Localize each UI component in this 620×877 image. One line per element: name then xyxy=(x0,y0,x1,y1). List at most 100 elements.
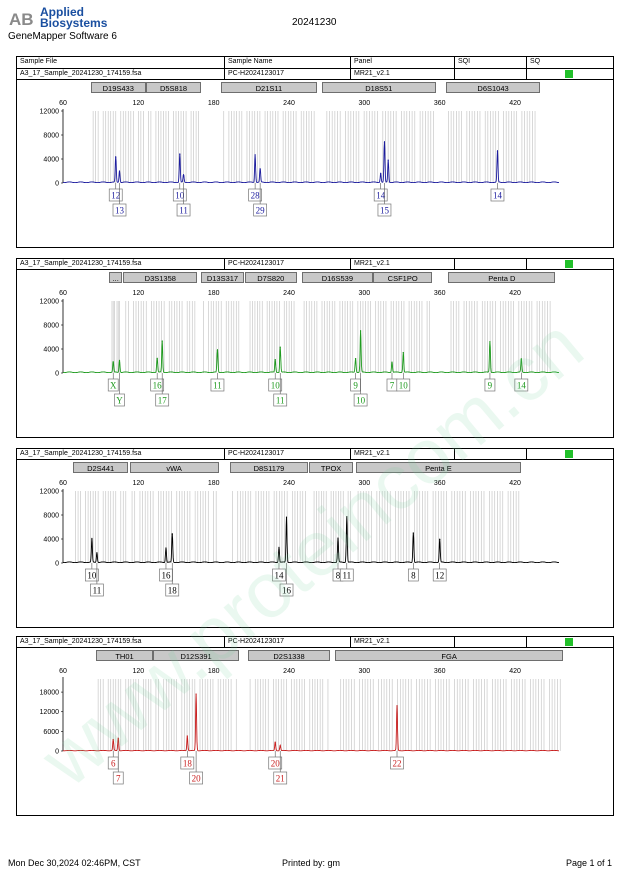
peak-point[interactable] xyxy=(254,154,256,156)
locus-d8s1179[interactable]: D8S1179 xyxy=(230,462,308,473)
locus-csf1po[interactable]: CSF1PO xyxy=(373,272,433,283)
peak-point[interactable] xyxy=(117,737,119,739)
allele-box[interactable] xyxy=(107,378,119,392)
allele-box[interactable] xyxy=(353,393,368,407)
allele-box[interactable] xyxy=(279,583,294,597)
sample-file: A3_17_Sample_20241230_174159.fsa xyxy=(20,260,142,267)
allele-box[interactable] xyxy=(490,188,505,202)
peak-point[interactable] xyxy=(96,552,98,554)
allele-box[interactable] xyxy=(390,756,404,770)
locus-d6s1043[interactable]: D6S1043 xyxy=(445,82,541,93)
peak-point[interactable] xyxy=(346,516,348,518)
allele-box[interactable] xyxy=(268,378,283,392)
peak-point[interactable] xyxy=(354,358,357,360)
locus-penta-d[interactable]: Penta D xyxy=(448,272,556,283)
allele-box[interactable] xyxy=(407,568,419,582)
allele-box[interactable] xyxy=(377,203,392,217)
locus-fga[interactable]: FGA xyxy=(335,650,563,661)
peak-point[interactable] xyxy=(156,358,158,360)
allele-box[interactable] xyxy=(514,378,529,392)
locus-d2s1338[interactable]: D2S1338 xyxy=(247,650,331,661)
peak-point[interactable] xyxy=(337,537,339,539)
allele-box[interactable] xyxy=(396,378,411,392)
locus-d2s441[interactable]: D2S441 xyxy=(73,462,129,473)
locus-d19s433[interactable]: D19S433 xyxy=(90,82,146,93)
allele-label: 20 xyxy=(192,774,202,784)
peak-point[interactable] xyxy=(91,538,93,540)
peak-point[interactable] xyxy=(182,174,185,176)
peak-point[interactable] xyxy=(279,346,281,348)
peak-point[interactable] xyxy=(259,168,261,170)
allele-box[interactable] xyxy=(176,203,191,217)
peak-point[interactable] xyxy=(285,516,288,518)
allele-box[interactable] xyxy=(150,378,165,392)
allele-box[interactable] xyxy=(112,771,124,785)
peak-point[interactable] xyxy=(179,153,181,155)
allele-box[interactable] xyxy=(248,188,262,202)
locus-th01[interactable]: TH01 xyxy=(95,650,154,661)
peak-point[interactable] xyxy=(274,359,276,361)
allele-box[interactable] xyxy=(272,568,286,582)
peak-point[interactable] xyxy=(274,741,276,743)
allele-box[interactable] xyxy=(210,378,225,392)
peak-point[interactable] xyxy=(391,361,393,363)
peak-point[interactable] xyxy=(118,170,121,172)
allele-box[interactable] xyxy=(273,771,288,785)
allele-box[interactable] xyxy=(165,583,180,597)
allele-box[interactable] xyxy=(339,568,354,582)
peak-point[interactable] xyxy=(115,156,117,158)
peak-point[interactable] xyxy=(279,745,281,747)
locus-d3s1358[interactable]: D3S1358 xyxy=(123,272,198,283)
peak-point[interactable] xyxy=(396,705,398,707)
peak-point[interactable] xyxy=(118,359,121,361)
peak-point[interactable] xyxy=(439,539,441,541)
peak-point[interactable] xyxy=(520,358,522,360)
locus--[interactable]: ... xyxy=(109,272,122,283)
allele-box[interactable] xyxy=(112,203,127,217)
peak-point[interactable] xyxy=(278,546,280,548)
locus-d7s820[interactable]: D7S820 xyxy=(245,272,297,283)
peak-point[interactable] xyxy=(161,340,163,342)
allele-box[interactable] xyxy=(155,393,170,407)
locus-d13s317[interactable]: D13S317 xyxy=(201,272,244,283)
allele-box[interactable] xyxy=(85,568,99,582)
locus-penta-e[interactable]: Penta E xyxy=(355,462,522,473)
allele-box[interactable] xyxy=(172,188,187,202)
allele-box[interactable] xyxy=(108,188,123,202)
peak-point[interactable] xyxy=(489,341,491,343)
peak-point[interactable] xyxy=(412,532,414,534)
allele-box[interactable] xyxy=(253,203,267,217)
peak-point[interactable] xyxy=(387,159,389,161)
peak-point[interactable] xyxy=(195,693,197,695)
peak-point[interactable] xyxy=(216,349,219,351)
locus-d12s391[interactable]: D12S391 xyxy=(153,650,239,661)
peak-point[interactable] xyxy=(186,735,188,737)
peak-point[interactable] xyxy=(496,150,499,152)
allele-box[interactable] xyxy=(273,393,288,407)
peak-point[interactable] xyxy=(171,533,173,535)
peak-point[interactable] xyxy=(383,141,386,143)
locus-d18s51[interactable]: D18S51 xyxy=(321,82,436,93)
peak-point[interactable] xyxy=(380,172,382,174)
allele-box[interactable] xyxy=(432,568,447,582)
locus-d16s539[interactable]: D16S539 xyxy=(301,272,374,283)
allele-box[interactable] xyxy=(484,378,496,392)
allele-label: 7 xyxy=(390,381,395,391)
allele-box[interactable] xyxy=(180,756,195,770)
allele-box[interactable] xyxy=(373,188,388,202)
allele-box[interactable] xyxy=(189,771,203,785)
peak-point[interactable] xyxy=(165,547,167,549)
peak-point[interactable] xyxy=(112,361,114,363)
peak-point[interactable] xyxy=(402,352,404,354)
allele-label: 8 xyxy=(336,571,341,581)
locus-d5s818[interactable]: D5S818 xyxy=(145,82,202,93)
allele-label: Y xyxy=(116,396,123,406)
allele-box[interactable] xyxy=(268,756,283,770)
locus-vwa[interactable]: vWA xyxy=(129,462,219,473)
locus-d21s11[interactable]: D21S11 xyxy=(221,82,317,93)
locus-tpox[interactable]: TPOX xyxy=(309,462,354,473)
allele-box[interactable] xyxy=(90,583,104,597)
peak-point[interactable] xyxy=(112,738,114,741)
allele-box[interactable] xyxy=(114,393,125,407)
peak-point[interactable] xyxy=(360,330,362,332)
